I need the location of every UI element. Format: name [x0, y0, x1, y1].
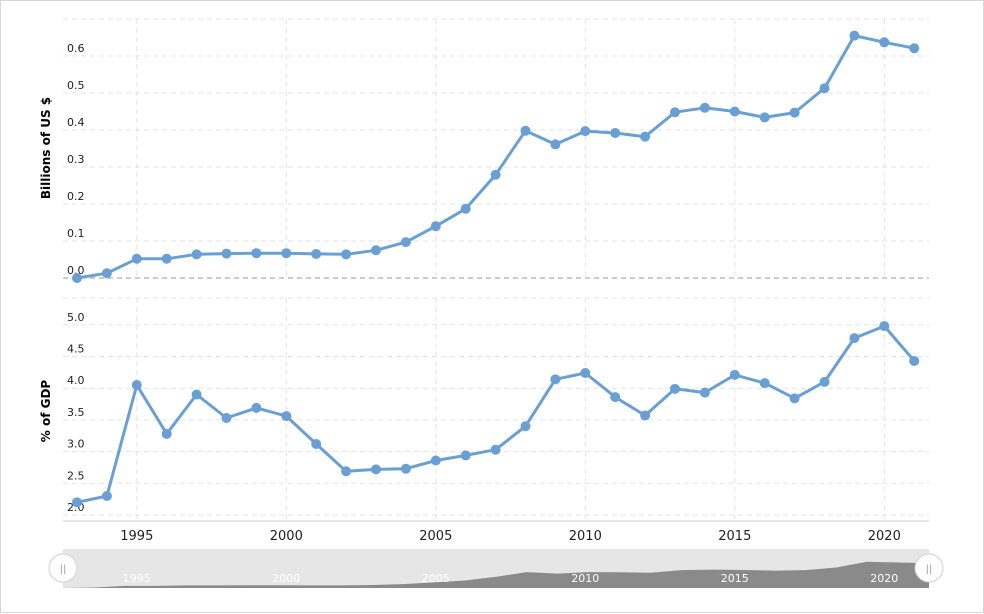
data-point[interactable] [281, 411, 292, 422]
y-tick-label: 4.5 [67, 343, 85, 356]
navigator-label: 2015 [721, 572, 749, 585]
data-point[interactable] [161, 253, 172, 264]
x-tick-label: 2005 [419, 529, 452, 544]
handle-grip-icon: || [60, 564, 67, 575]
y-tick-label: 4.0 [67, 374, 85, 387]
y-tick-label: 2.5 [67, 469, 85, 482]
data-point[interactable] [430, 221, 441, 232]
data-point[interactable] [251, 402, 262, 413]
data-point[interactable] [341, 466, 352, 477]
data-point[interactable] [759, 112, 770, 123]
data-point[interactable] [849, 30, 860, 41]
y-tick-label: 0.1 [67, 227, 85, 240]
data-point[interactable] [550, 139, 561, 150]
data-point[interactable] [610, 392, 621, 403]
data-point[interactable] [341, 249, 352, 260]
data-point[interactable] [759, 378, 770, 389]
y-axis-label: % of GDP [39, 380, 53, 443]
data-point[interactable] [819, 83, 830, 94]
data-point[interactable] [460, 203, 471, 214]
data-point[interactable] [101, 268, 112, 279]
y-tick-label: 5.0 [67, 311, 85, 324]
data-point[interactable] [640, 410, 651, 421]
data-point[interactable] [520, 125, 531, 136]
data-point[interactable] [191, 389, 202, 400]
data-point[interactable] [371, 464, 381, 475]
navigator-left-handle[interactable] [48, 553, 78, 583]
data-point[interactable] [610, 127, 621, 138]
data-point[interactable] [909, 355, 920, 366]
data-point[interactable] [281, 248, 292, 259]
data-point[interactable] [221, 412, 232, 423]
series-line [76, 34, 915, 280]
y-tick-label: 0.2 [67, 190, 85, 203]
data-point[interactable] [460, 450, 471, 461]
data-point[interactable] [311, 438, 322, 449]
data-point[interactable] [879, 37, 890, 48]
data-point[interactable] [580, 126, 591, 137]
data-point[interactable] [490, 444, 501, 455]
y-tick-label: 0.5 [67, 79, 85, 92]
y-axis-label: Billions of US $ [39, 97, 53, 199]
data-point[interactable] [580, 367, 591, 378]
data-point[interactable] [400, 463, 411, 474]
data-point[interactable] [72, 497, 82, 508]
data-point[interactable] [72, 273, 82, 283]
y-tick-label: 0.3 [67, 153, 85, 166]
navigator-label: 2010 [571, 572, 599, 585]
series-line [76, 324, 916, 504]
y-tick-label: 3.0 [67, 438, 85, 451]
data-point[interactable] [819, 376, 830, 387]
y-tick-label: 0.4 [67, 116, 85, 129]
data-point[interactable] [490, 169, 501, 180]
data-point[interactable] [729, 106, 740, 117]
data-point[interactable] [430, 455, 441, 466]
data-point[interactable] [520, 421, 531, 432]
data-point[interactable] [879, 321, 890, 332]
handle-grip-icon: || [926, 564, 933, 575]
y-tick-label: 0.0 [67, 264, 85, 277]
data-point[interactable] [729, 369, 740, 380]
y-tick-label: 3.5 [67, 406, 85, 419]
x-tick-label: 2000 [270, 529, 303, 544]
navigator-right-handle[interactable] [914, 553, 944, 583]
navigator-label: 2005 [422, 572, 450, 585]
navigator-label: 2000 [272, 572, 300, 585]
data-point[interactable] [789, 107, 800, 118]
navigator-label: 1995 [123, 572, 151, 585]
y-tick-label: 0.6 [67, 42, 85, 55]
data-point[interactable] [699, 102, 710, 113]
data-point[interactable] [670, 383, 680, 394]
data-point[interactable] [550, 374, 561, 385]
data-point[interactable] [699, 387, 710, 398]
data-point[interactable] [161, 428, 172, 439]
data-point[interactable] [311, 248, 322, 259]
data-point[interactable] [101, 490, 112, 501]
data-point[interactable] [371, 245, 381, 256]
navigator-area [63, 561, 929, 588]
x-tick-label: 2010 [569, 529, 602, 544]
data-point[interactable] [909, 43, 920, 54]
x-tick-label: 2015 [718, 529, 751, 544]
data-point[interactable] [251, 248, 262, 259]
data-point[interactable] [789, 393, 800, 404]
data-point[interactable] [131, 380, 142, 391]
data-point[interactable] [670, 107, 680, 118]
navigator-label: 2020 [870, 572, 898, 585]
data-point[interactable] [131, 253, 142, 264]
data-point[interactable] [191, 249, 202, 260]
x-tick-label: 2020 [868, 529, 901, 544]
data-point[interactable] [640, 131, 651, 142]
data-point[interactable] [400, 237, 411, 248]
data-point[interactable] [221, 248, 232, 259]
x-tick-label: 1995 [120, 529, 153, 544]
data-point[interactable] [849, 333, 860, 344]
